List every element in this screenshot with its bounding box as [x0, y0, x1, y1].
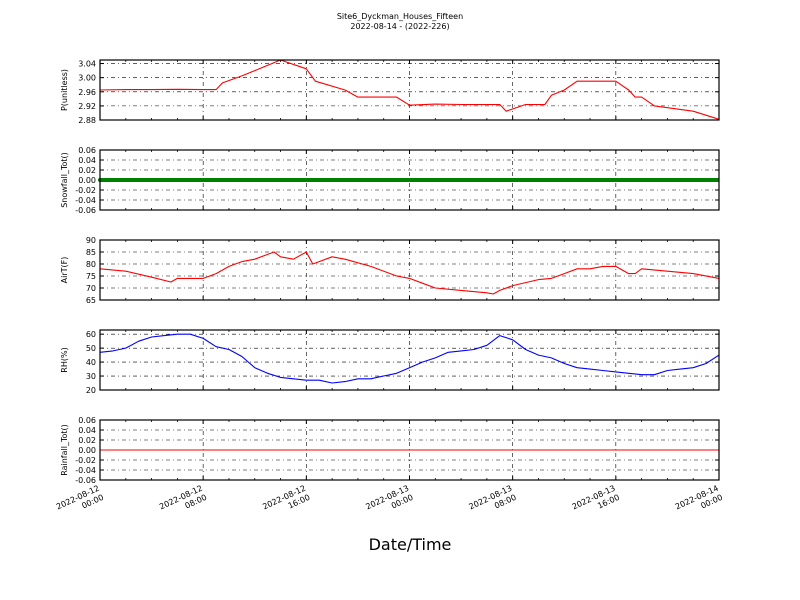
panel-frame: [99, 419, 720, 481]
panels-group: 3.043.002.962.922.88P(unitless)0.060.040…: [60, 59, 720, 485]
y-tick-label: 0.06: [78, 416, 96, 425]
x-tick-labels: 2022-08-1200:00 2022-08-1208:00 2022-08-12…: [55, 484, 724, 521]
panel-frame: [99, 239, 720, 301]
y-axis-label: P(unitless): [60, 69, 69, 111]
panel-0: 3.04 3.00 2.96 2.92 2.88 P(unitless): [60, 59, 720, 125]
y-tick-label: 2.88: [78, 116, 96, 125]
y-axis-label: Snowfall_Tot(): [60, 152, 69, 208]
x-tick-label: 2022-08-1200:00: [55, 484, 105, 521]
y-axis-label: Rainfall_Tot(): [60, 424, 69, 476]
y-tick-label: 65: [86, 296, 96, 305]
y-tick-label: 90: [86, 236, 96, 245]
y-tick-label: -0.02: [75, 186, 96, 195]
y-tick-label: 0.00: [78, 176, 96, 185]
panel-frame: [99, 59, 720, 121]
panel-frame: [99, 149, 720, 211]
y-tick-label: 2.96: [78, 88, 96, 97]
series-line-0: [99, 59, 720, 120]
x-tick-label: 2022-08-1400:00: [674, 484, 724, 521]
series-line-2: [99, 251, 720, 295]
y-tick-label: 80: [86, 260, 96, 269]
x-tick-label: 2022-08-1216:00: [261, 484, 311, 521]
y-tick-label: 30: [86, 372, 96, 381]
x-tick-label: 2022-08-1308:00: [468, 484, 518, 521]
y-tick-label: 0.02: [78, 166, 96, 175]
chart-subtitle: 2022-08-14 - (2022-226): [350, 22, 449, 31]
chart-title: Site6_Dyckman_Houses_Fifteen: [337, 12, 463, 21]
y-tick-label: 0.00: [78, 446, 96, 455]
y-tick-label: 75: [86, 272, 96, 281]
y-tick-label: 0.04: [78, 156, 96, 165]
x-axis-label: Date/Time: [369, 535, 452, 554]
y-axis-label: AirT(F): [60, 257, 69, 284]
series-line-3: [99, 333, 720, 384]
y-tick-label: 2.92: [78, 102, 96, 111]
y-tick-label: 20: [86, 386, 96, 395]
y-tick-label: 70: [86, 284, 96, 293]
y-tick-label: -0.04: [75, 466, 96, 475]
y-axis-label: RH(%): [60, 347, 69, 372]
y-tick-label: -0.06: [75, 476, 96, 485]
y-tick-label: 40: [86, 358, 96, 367]
y-tick-label: 0.02: [78, 436, 96, 445]
y-tick-label: 0.06: [78, 146, 96, 155]
panel-2: 90 85 80 75 70 65 AirT(F): [60, 236, 720, 305]
x-tick-label: 2022-08-1300:00: [364, 484, 414, 521]
y-tick-label: 3.04: [78, 60, 96, 69]
x-tick-label: 2022-08-1208:00: [158, 484, 208, 521]
y-tick-label: 85: [86, 248, 96, 257]
panel-frame: [99, 329, 720, 391]
y-tick-label: -0.04: [75, 196, 96, 205]
y-tick-label: 50: [86, 344, 96, 353]
y-tick-label: -0.02: [75, 456, 96, 465]
panel-1: 0.060.040.020.00-0.02-0.04-0.06 Snowfall_…: [60, 146, 720, 215]
panel-3: 60 50 40 30 20 RH(%): [60, 329, 720, 395]
y-tick-label: 60: [86, 330, 96, 339]
y-tick-label: -0.06: [75, 206, 96, 215]
x-tick-label: 2022-08-1316:00: [571, 484, 621, 521]
panel-4: 0.060.040.020.00-0.02-0.04-0.06 Rainfall_…: [60, 416, 720, 485]
y-tick-label: 0.04: [78, 426, 96, 435]
y-tick-label: 3.00: [78, 74, 96, 83]
